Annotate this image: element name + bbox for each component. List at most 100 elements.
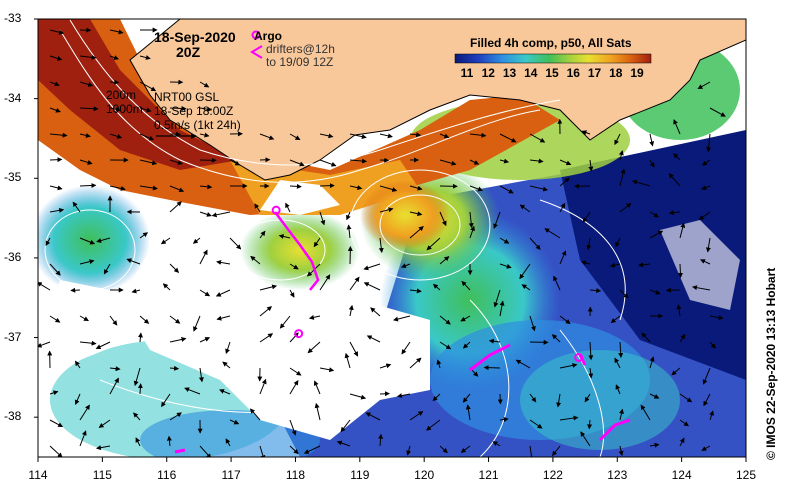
current-arrow xyxy=(582,211,591,223)
hour-label: 20Z xyxy=(176,44,201,60)
x-tick-label: 125 xyxy=(735,468,757,482)
current-arrow xyxy=(499,417,509,422)
current-arrow xyxy=(378,433,384,447)
y-tick-label: -35 xyxy=(4,170,22,185)
current-arrow xyxy=(409,411,424,421)
plot-frame xyxy=(37,18,747,458)
current-arrow xyxy=(349,158,368,164)
current-arrow xyxy=(439,445,448,454)
current-arrow xyxy=(319,367,335,373)
current-arrow xyxy=(139,81,157,92)
current-arrow xyxy=(589,288,602,294)
current-arrow xyxy=(215,289,231,297)
current-arrow xyxy=(462,393,471,403)
current-arrow xyxy=(559,250,567,265)
current-arrow xyxy=(199,132,210,138)
current-arrow xyxy=(199,445,212,457)
current-arrow xyxy=(409,357,422,369)
current-arrow xyxy=(559,202,566,213)
current-arrow xyxy=(199,289,211,297)
current-arrow xyxy=(401,341,411,355)
current-arrow xyxy=(98,419,111,428)
current-arrow xyxy=(259,230,266,239)
current-arrow xyxy=(370,307,381,317)
current-arrow xyxy=(199,106,213,112)
current-arrow xyxy=(709,410,714,421)
current-arrow xyxy=(133,367,141,387)
current-arrow xyxy=(426,419,441,431)
current-arrow xyxy=(493,211,501,229)
argo-float-marker xyxy=(294,329,304,339)
current-arrow xyxy=(439,315,451,325)
current-arrow xyxy=(313,380,321,395)
current-arrow xyxy=(49,390,59,396)
current-arrow xyxy=(222,361,231,369)
current-arrow xyxy=(346,224,352,239)
current-vectors xyxy=(38,27,726,457)
current-arrow xyxy=(679,419,689,427)
current-arrow xyxy=(379,185,398,192)
current-arrow xyxy=(79,54,97,60)
current-arrow xyxy=(559,415,579,421)
current-arrow xyxy=(460,445,471,453)
current-arrow xyxy=(580,260,591,266)
current-arrow xyxy=(289,332,299,343)
current-arrow xyxy=(406,445,412,456)
current-arrow xyxy=(192,237,201,244)
current-arrow xyxy=(701,445,711,451)
current-arrow xyxy=(289,133,301,141)
current-arrow xyxy=(348,304,354,317)
current-arrow xyxy=(559,363,578,369)
current-arrow xyxy=(488,338,501,344)
current-arrow xyxy=(211,211,231,218)
current-arrow xyxy=(225,438,231,447)
current-arrow xyxy=(529,315,536,332)
current-arrow xyxy=(552,445,561,457)
current-arrow xyxy=(409,185,423,191)
current-arrow xyxy=(169,201,182,213)
current-arrow xyxy=(379,207,394,213)
depth-1000-label: 1000m xyxy=(106,102,143,116)
x-tick-label: 124 xyxy=(671,468,692,482)
drifter-track xyxy=(274,211,320,291)
current-arrow xyxy=(74,393,81,405)
argo-float-marker xyxy=(574,352,584,362)
current-arrow xyxy=(521,284,531,291)
current-arrow xyxy=(365,412,381,421)
current-arrow xyxy=(409,288,422,294)
drifter-legend-period: to 19/09 12Z xyxy=(266,55,334,69)
current-arrow xyxy=(439,211,447,227)
current-arrow xyxy=(319,159,337,167)
current-arrow xyxy=(198,367,204,383)
current-arrow xyxy=(137,332,143,343)
current-arrow xyxy=(169,185,185,193)
current-arrow xyxy=(409,226,424,239)
current-arrow xyxy=(289,419,297,436)
y-tick-label: -33 xyxy=(4,11,22,25)
current-arrow xyxy=(462,341,471,349)
colorbar-tick-label: 15 xyxy=(545,66,559,80)
current-arrow xyxy=(109,315,118,326)
current-arrow xyxy=(135,437,141,447)
depth-200-label: 200m xyxy=(106,88,137,102)
current-arrow xyxy=(289,263,299,270)
current-arrow xyxy=(701,159,711,166)
current-arrow xyxy=(439,133,450,139)
current-arrow xyxy=(649,211,660,218)
current-arrow xyxy=(45,237,51,246)
current-arrow xyxy=(38,341,51,348)
current-arrow xyxy=(49,55,63,61)
current-arrow xyxy=(586,237,592,251)
current-arrow xyxy=(109,55,120,60)
current-arrow xyxy=(393,315,411,322)
current-arrow xyxy=(49,132,68,138)
current-arrow xyxy=(679,437,685,447)
current-arrow xyxy=(38,282,51,291)
current-arrow xyxy=(103,263,111,275)
current-arrow xyxy=(618,341,624,359)
drifter-legend-icon xyxy=(250,45,263,59)
current-arrow xyxy=(109,377,119,395)
current-arrow xyxy=(649,159,655,168)
current-arrow xyxy=(439,341,452,350)
current-arrow xyxy=(499,158,510,164)
